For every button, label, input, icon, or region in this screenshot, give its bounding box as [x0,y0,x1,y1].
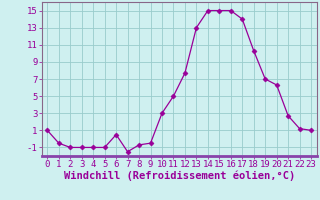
X-axis label: Windchill (Refroidissement éolien,°C): Windchill (Refroidissement éolien,°C) [64,171,295,181]
